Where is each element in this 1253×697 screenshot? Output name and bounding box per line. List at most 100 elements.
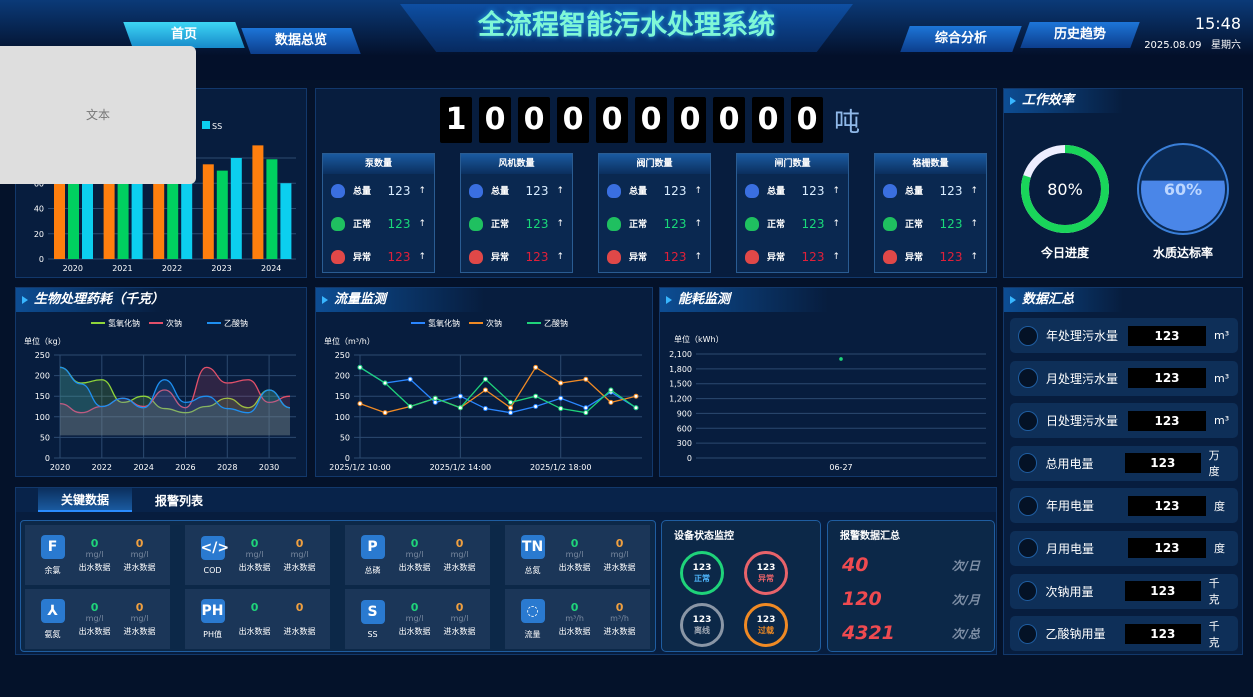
tab-alarm-list[interactable]: 报警列表 [154, 493, 203, 508]
device-row-value: 123 [801, 249, 825, 264]
metric-name: 流量 [524, 629, 541, 639]
popup-card[interactable]: 文本 [0, 46, 196, 184]
device-row-value: 123 [939, 216, 963, 231]
device-row: 总量 123 ↑ [875, 174, 986, 207]
data-point [558, 395, 564, 401]
inflow-unit: mg/l [130, 550, 149, 559]
summary-value: 123 [1128, 495, 1206, 516]
summary-value: 123 [1128, 325, 1206, 346]
outflow-value: 0 [410, 601, 419, 614]
counter-digit: 0 [791, 97, 823, 143]
data-point [533, 404, 539, 409]
data-point [457, 405, 463, 411]
device-status-icon [607, 183, 621, 198]
alarm-row: 120 次/月 [828, 582, 994, 616]
device-card-title: 风机数量 [461, 154, 572, 174]
summary-item: 乙酸钠用量 123 千克 [1010, 616, 1238, 652]
device-row-value: 123 [663, 183, 687, 198]
device-status-icon [745, 183, 759, 198]
device-status-icon [331, 249, 345, 264]
alarm-unit: 次/日 [951, 558, 980, 573]
summary-item: 月用电量 123 度 [1010, 530, 1238, 566]
summary-value: 123 [1125, 453, 1201, 474]
device-row-label: 总量 [767, 187, 786, 197]
nav-history[interactable]: 历史趋势 [1020, 22, 1140, 48]
y-tick-label: 900 [677, 409, 692, 418]
alarm-unit: 次/总 [951, 626, 980, 641]
inflow-value: 0 [135, 537, 144, 550]
x-tick-label: 2025/1/2 10:00 [329, 463, 391, 472]
outflow-value: 0 [90, 601, 99, 614]
summary-value: 123 [1125, 581, 1201, 602]
progress-value: 80% [1047, 180, 1083, 199]
energy-chart: 单位（kWh） 0 300 600 900 1,200 1,500 1,800 2,100 06-… [669, 334, 986, 472]
progress-label: 今日进度 [1040, 245, 1090, 260]
nav-home[interactable]: 首页 [123, 22, 245, 48]
device-row-label: 异常 [491, 253, 510, 263]
device-status-icon [469, 183, 483, 198]
data-point [608, 399, 614, 405]
bar [202, 164, 214, 259]
inflow-label: 进水数据 [603, 563, 636, 572]
y-tick-label: 200 [35, 372, 50, 381]
metric-icon: P [360, 534, 385, 559]
clock: 15:48 2025.08.09 星期六 [1144, 14, 1241, 51]
outflow-label: 出水数据 [398, 563, 431, 572]
data-point [508, 399, 514, 405]
x-tick-label: 2025/1/2 18:00 [530, 463, 592, 472]
metric-name: 总氮 [524, 565, 541, 575]
tab-key-data[interactable]: 关键数据 [38, 488, 132, 512]
data-point [583, 405, 589, 411]
outflow-unit [232, 614, 277, 626]
device-row-value: 123 [525, 183, 549, 198]
date: 2025.08.09 [1144, 40, 1202, 51]
inflow-unit: mg/l [610, 550, 629, 559]
outflow-label: 出水数据 [558, 563, 591, 572]
summary-item: 年用电量 123 度 [1010, 488, 1238, 524]
y-tick-label: 200 [335, 372, 350, 381]
data-point [558, 380, 564, 386]
key-data-item: P 总磷 0 mg/l 出水数据 0 mg/l 进水数据 [345, 525, 490, 585]
nav-data-overview[interactable]: 数据总览 [241, 28, 361, 54]
arrow-up-icon: ↑ [694, 185, 702, 196]
summary-unit: m³ [1214, 329, 1230, 342]
metric-icon: ⅄ [40, 598, 65, 623]
y-tick-label: 50 [340, 433, 350, 442]
inflow-value: 0 [615, 601, 624, 614]
summary-unit: m³ [1214, 371, 1230, 385]
summary-circle-icon [1018, 623, 1038, 644]
summary-unit: m³ [1214, 414, 1230, 428]
y-tick-label: 300 [677, 439, 692, 448]
outflow-unit: mg/l [85, 614, 104, 623]
alarm-count: 120 [842, 588, 882, 610]
device-card: 泵数量 总量 123 ↑ 正常 123 ↑ 异常 123 ↑ [322, 153, 435, 273]
counter-digit: 0 [674, 97, 706, 143]
y-tick-label: 1,200 [669, 395, 692, 404]
summary-item: 总用电量 123 万度 [1010, 445, 1238, 481]
device-row-value: 123 [663, 216, 687, 231]
arrow-up-icon: ↑ [418, 218, 426, 229]
summary-circle-icon [1018, 410, 1038, 431]
legend-swatch [202, 121, 210, 129]
counter-unit: 吨 [834, 107, 861, 138]
device-status-icon [331, 183, 345, 198]
device-row-value: 123 [939, 249, 963, 264]
data-point [482, 387, 488, 393]
outflow-label: 出水数据 [78, 627, 111, 636]
counter-digit: 0 [479, 97, 511, 143]
nav-analysis[interactable]: 综合分析 [900, 26, 1022, 52]
device-row-value: 123 [387, 216, 411, 231]
device-row-label: 正常 [353, 220, 372, 230]
y-tick-label: 40 [34, 205, 44, 214]
alarm-row: 40 次/日 [828, 548, 994, 582]
x-tick-label: 2025/1/2 14:00 [430, 463, 492, 472]
device-row: 正常 123 ↑ [737, 207, 848, 240]
counter-digit: 0 [713, 97, 745, 143]
weekday: 星期六 [1211, 40, 1241, 51]
device-card: 风机数量 总量 123 ↑ 正常 123 ↑ 异常 123 ↑ [460, 153, 573, 273]
summary-item: 月处理污水量 123 m³ [1010, 360, 1238, 396]
metric-name: SS [367, 629, 378, 639]
bar [280, 183, 292, 259]
outflow-unit: mg/l [245, 550, 264, 559]
device-card-title: 格栅数量 [875, 154, 986, 174]
